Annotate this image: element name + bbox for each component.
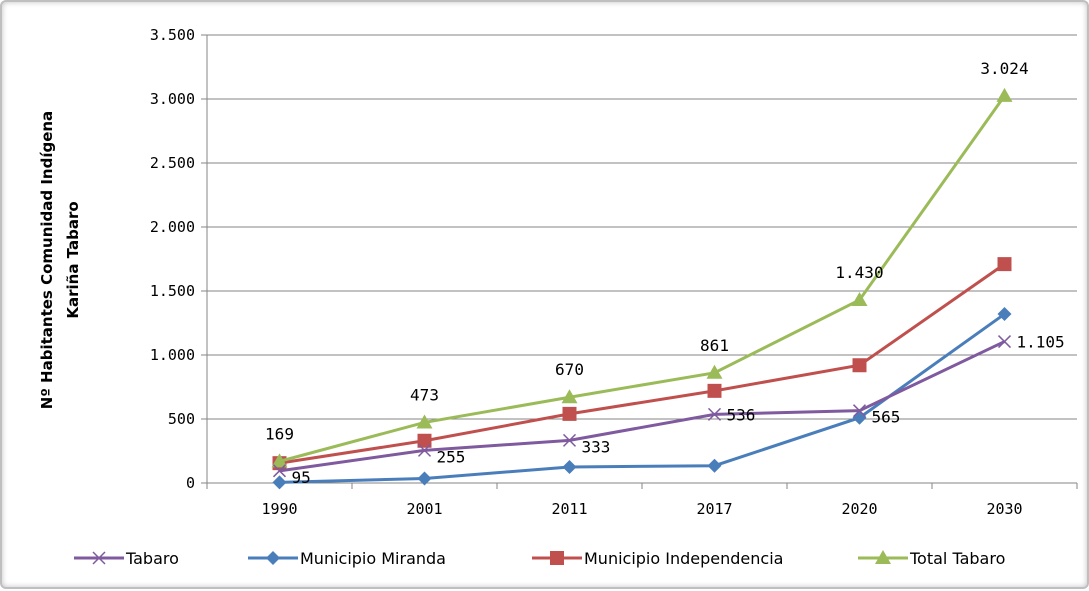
data-point <box>272 475 287 490</box>
y-axis-label-line1: Nº Habitantes Comunidad Indígena <box>38 111 56 409</box>
y-tick-label: 500 <box>168 410 195 428</box>
x-tick-label: 2020 <box>841 500 877 518</box>
y-tick-label: 0 <box>186 474 195 492</box>
legend-marker <box>266 551 280 565</box>
series-municipio-independencia <box>272 257 1012 471</box>
data-label-total-tabaro: 169 <box>265 424 294 443</box>
y-tick-label: 3.500 <box>150 26 195 44</box>
x-tick-label: 2011 <box>551 500 587 518</box>
data-point <box>417 433 432 448</box>
data-label-total-tabaro: 473 <box>410 385 439 404</box>
data-point <box>997 307 1012 322</box>
data-point <box>271 453 288 468</box>
x-tick-label: 1990 <box>261 500 297 518</box>
data-label-tabaro: 565 <box>872 408 901 427</box>
data-point <box>562 406 577 421</box>
series-line <box>279 262 1006 465</box>
data-point <box>706 364 723 379</box>
series-group <box>271 87 1013 490</box>
series-tabaro <box>272 335 1012 478</box>
legend-label: Municipio Independencia <box>584 549 783 568</box>
series-line <box>279 340 1006 473</box>
data-point <box>562 460 577 474</box>
data-label-tabaro: 333 <box>582 437 611 456</box>
y-tick-label: 2.500 <box>150 154 195 172</box>
series-total-tabaro <box>271 87 1013 468</box>
legend-marker <box>550 551 564 565</box>
data-label-tabaro: 255 <box>437 447 466 466</box>
data-point <box>851 291 868 306</box>
gridlines <box>207 34 1077 420</box>
data-point <box>707 458 722 473</box>
data-point <box>272 464 287 478</box>
x-tick-labels: 1990 2001 2011 2017 2020 2030 <box>261 500 1022 518</box>
data-point <box>996 87 1013 102</box>
legend-label: Tabaro <box>125 549 179 568</box>
data-point <box>417 443 432 457</box>
data-label-tabaro: 1.105 <box>1017 333 1065 352</box>
y-tick-label: 1.000 <box>150 346 195 364</box>
legend-item-municipio-independencia: Municipio Independencia <box>532 549 783 568</box>
x-tick-label: 2030 <box>986 500 1022 518</box>
data-point <box>416 414 433 429</box>
legend-marker <box>92 551 106 565</box>
data-label-total-tabaro: 1.430 <box>835 263 883 282</box>
data-point <box>707 383 722 398</box>
y-tick-label: 2.000 <box>150 218 195 236</box>
legend-label: Municipio Miranda <box>300 549 446 568</box>
data-labels: 95 255 333 536 565 1.105 169 473 670 861 1.430 3.02… <box>265 59 1065 487</box>
series-municipio-miranda <box>272 307 1012 490</box>
data-label-tabaro: 95 <box>292 468 311 487</box>
legend-label: Total Tabaro <box>909 549 1005 568</box>
data-label-total-tabaro: 861 <box>700 336 729 355</box>
legend-item-municipio-miranda: Municipio Miranda <box>248 549 446 568</box>
y-tick-label: 3.000 <box>150 90 195 108</box>
legend-item-total-tabaro: Total Tabaro <box>858 549 1005 568</box>
data-point <box>852 358 867 373</box>
data-point <box>561 389 578 404</box>
data-point <box>707 407 722 421</box>
legend: Tabaro Municipio Miranda Municipio Indepen… <box>74 549 1005 568</box>
y-axis-label: Nº Habitantes Comunidad Indígena Kariña … <box>38 111 82 409</box>
legend-item-tabaro: Tabaro <box>74 549 179 568</box>
data-point <box>417 471 432 486</box>
legend-marker <box>875 550 891 564</box>
y-tick-label: 1.500 <box>150 282 195 300</box>
axes <box>201 34 1078 489</box>
y-axis-label-line2: Kariña Tabaro <box>64 201 82 318</box>
data-label-total-tabaro: 3.024 <box>980 59 1028 78</box>
data-point <box>997 257 1012 272</box>
data-point <box>997 335 1012 349</box>
series-line <box>279 95 1006 463</box>
data-point <box>562 433 577 447</box>
data-label-total-tabaro: 670 <box>555 360 584 379</box>
x-tick-label: 2001 <box>406 500 442 518</box>
x-tick-label: 2017 <box>696 500 732 518</box>
data-point <box>852 404 867 418</box>
data-label-tabaro: 536 <box>727 405 756 424</box>
y-tick-labels: 0 500 1.000 1.500 2.000 2.500 3.000 3.500 <box>150 26 195 492</box>
